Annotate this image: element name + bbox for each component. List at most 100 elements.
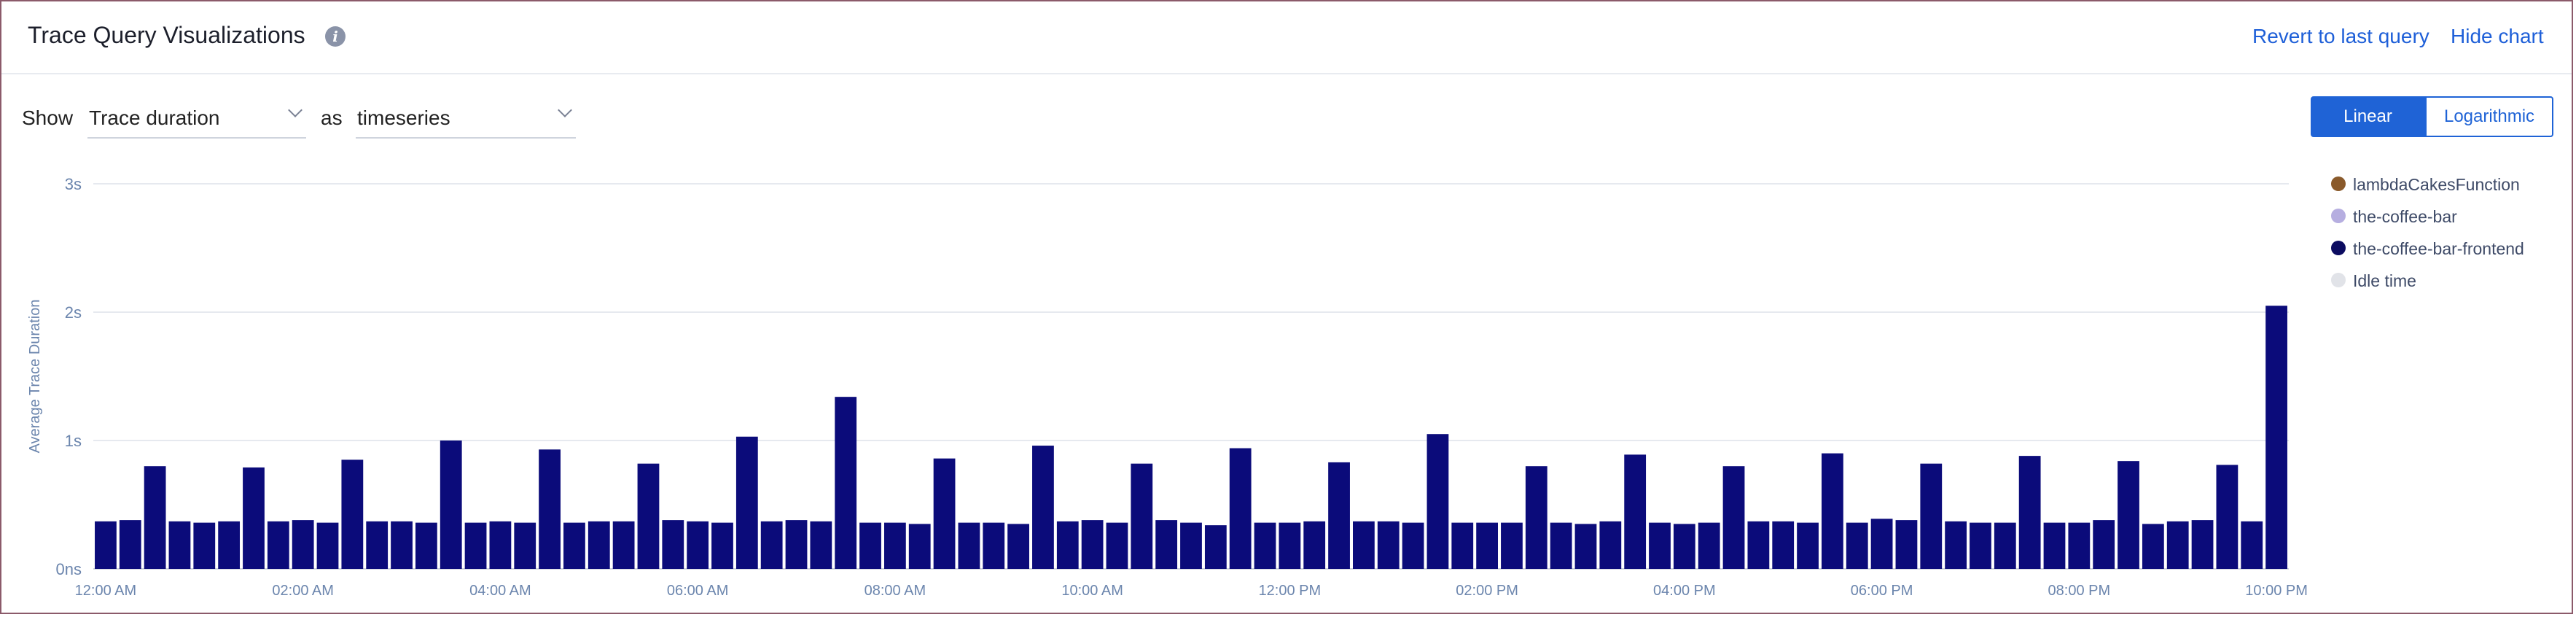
chart-bar [563,522,585,569]
chart-bar [1698,522,1720,569]
chart-bar [1649,522,1671,569]
chart-bar [859,522,881,569]
x-tick-label: 08:00 AM [864,583,926,599]
chart-bar [1303,521,1326,569]
chart-bar [1870,519,1893,569]
chart-bar [1254,522,1276,569]
x-tick-label: 08:00 PM [2048,583,2111,599]
chart-bar [1279,522,1301,569]
chart-bar [1550,522,1572,569]
chart-bar [1476,522,1499,569]
chart-bar [2142,524,2164,569]
chart-bar [1007,524,1029,569]
chart-bar [1106,522,1128,569]
chart-bar [1032,446,1054,569]
chart-bar [1624,454,1647,569]
y-tick-label: 2s [65,303,82,322]
chart-bar [1180,522,1202,569]
chart-bar [1920,463,1943,569]
metric-select-value: Trace duration [89,106,220,129]
chart-bar [1673,524,1695,569]
chart-bar [1328,462,1350,569]
legend-label: Idle time [2353,271,2416,290]
chart-bar [144,466,166,569]
chart-bar [1155,520,1178,569]
chart-bar [292,520,314,569]
chart-bar [539,449,561,569]
chart-bar [760,521,783,569]
chart-bar [1846,522,1868,569]
scale-logarithmic-button[interactable]: Logarithmic [2425,96,2553,137]
chart-bar [514,522,536,569]
scale-linear-button[interactable]: Linear [2311,96,2425,137]
hide-chart-link[interactable]: Hide chart [2451,25,2544,47]
chart-bar [168,521,191,569]
legend-dot-icon [2331,209,2346,223]
chart-bar [1056,521,1079,569]
legend-dot-icon [2331,241,2346,255]
chart-bar [267,521,289,569]
chart-bar [2166,521,2189,569]
x-tick-label: 12:00 PM [1259,583,1322,599]
chart-bar [2093,520,2115,569]
chart-bar [415,522,437,569]
chart-bar [711,522,733,569]
chart-bar [1822,453,1843,569]
chart-bar [1229,448,1252,569]
y-tick-label: 0ns [56,560,82,578]
legend-label: the-coffee-bar [2353,207,2457,226]
x-tick-label: 04:00 AM [469,583,531,599]
legend-label: lambdaCakesFunction [2353,175,2520,194]
chart-bar [1797,522,1819,569]
metric-select[interactable]: Trace duration [87,98,306,139]
chart-bar [1574,524,1597,569]
chart-bar [933,458,956,569]
chart-bar [2241,521,2263,569]
y-tick-label: 1s [65,432,82,450]
chart-bar [612,521,635,569]
chart-bar [908,524,931,569]
chart-bar [1772,521,1795,569]
chart-bar [958,522,980,569]
chart-bar [1994,522,2016,569]
x-tick-label: 06:00 PM [1851,583,1913,599]
chart-bar [1204,525,1227,569]
chart-bar [95,521,117,569]
chart-bar [2018,456,2041,569]
chart-bar [810,521,832,569]
chart-bar [1353,521,1375,569]
view-select-value: timeseries [357,106,450,129]
chart-bar [1451,522,1474,569]
x-tick-label: 10:00 AM [1061,583,1123,599]
chart-bar [440,441,462,569]
x-tick-label: 02:00 PM [1456,583,1518,599]
chart-bar [316,522,339,569]
chart-bar [835,397,857,569]
x-tick-label: 10:00 PM [2245,583,2308,599]
chart-bar [1131,463,1153,569]
chart-bar [662,520,684,569]
chart-bar [785,520,808,569]
legend-dot-icon [2331,176,2346,191]
x-tick-label: 02:00 AM [272,583,334,599]
chart-bar [2216,465,2239,569]
chart-bar [883,522,906,569]
legend-label: the-coffee-bar-frontend [2353,239,2524,258]
chart-bar [588,521,610,569]
chart-bar [1501,522,1523,569]
chart-bar [193,522,216,569]
view-select[interactable]: timeseries [356,98,576,139]
legend-dot-icon [2331,273,2346,287]
chart-bar [1722,466,1745,569]
chart-bar [687,521,709,569]
panel-header: Trace Query Visualizations i Revert to l… [1,1,2572,74]
revert-to-last-query-link[interactable]: Revert to last query [2252,25,2429,47]
chart-bar [2068,522,2091,569]
info-icon[interactable]: i [325,26,346,47]
chart-bar [119,520,141,569]
chart-bar [341,459,364,569]
chart-bar [2191,520,2214,569]
show-label: Show [22,106,74,129]
